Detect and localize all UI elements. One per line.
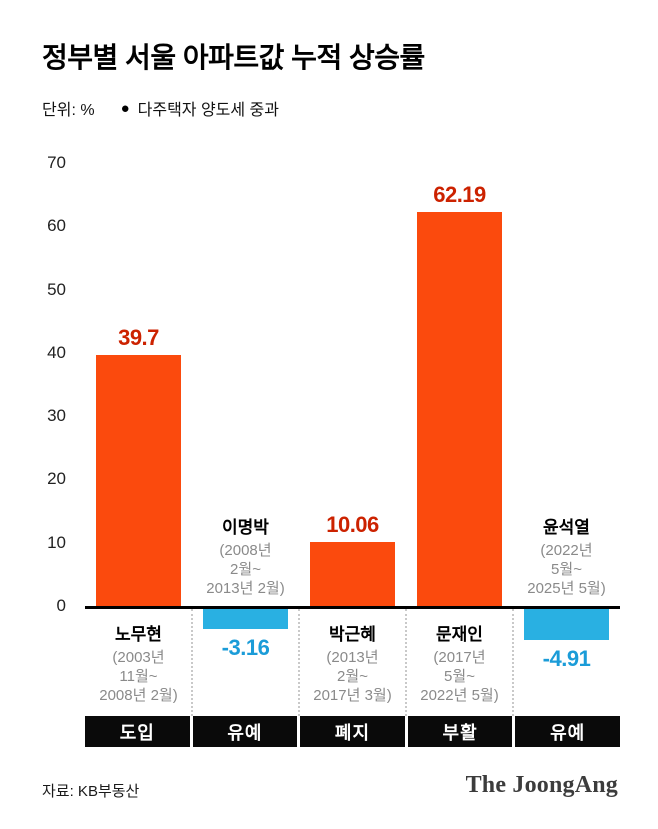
bar-value-label: 10.06 <box>326 512 379 537</box>
bar-value-label: -3.16 <box>221 635 270 660</box>
bar-positive <box>310 542 395 606</box>
y-axis-tick: 40 <box>47 342 66 362</box>
tax-status-banner: 도입 유예 폐지 부활 유예 <box>85 716 620 747</box>
term-line: (2013년 <box>326 649 379 666</box>
president-name: 박근혜 <box>329 625 376 644</box>
bar-value-label: -4.91 <box>542 646 591 671</box>
president-label: 문재인 (2017년 5월~ 2022년 5월) <box>406 620 513 705</box>
y-axis-tick: 60 <box>47 216 66 236</box>
term-line: 5월~ <box>444 668 475 685</box>
column-separator <box>512 609 514 716</box>
subtitle-row: 단위: % ● 다주택자 양도세 중과 <box>42 96 279 120</box>
joongang-logo: The JoongAng <box>465 772 618 798</box>
president-label: 윤석열 (2022년 5월~ 2025년 5월) <box>513 513 620 598</box>
bar-value-label: 62.19 <box>433 182 486 207</box>
y-axis-tick: 0 <box>56 596 66 615</box>
y-axis-tick: 70 <box>47 153 66 172</box>
unit-label: 단위: % <box>42 102 95 119</box>
column-separator <box>405 609 407 716</box>
legend-label: 다주택자 양도세 중과 <box>137 102 279 119</box>
president-label: 박근혜 (2013년 2월~ 2017년 3월) <box>299 620 406 705</box>
chart-column: 62.19 문재인 (2017년 5월~ 2022년 5월) <box>406 163 513 716</box>
column-separator <box>298 609 300 716</box>
president-label: 노무현 (2003년 11월~ 2008년 2월) <box>85 620 192 705</box>
bar-positive <box>417 212 502 606</box>
term-line: 2월~ <box>230 561 261 578</box>
term-line: (2003년 <box>112 649 165 666</box>
y-axis-tick: 50 <box>47 279 66 299</box>
term-line: 11월~ <box>119 668 158 685</box>
term-line: 2013년 2월) <box>206 580 285 597</box>
tax-status-cell: 도입 <box>85 716 190 747</box>
chart-column: -4.91 윤석열 (2022년 5월~ 2025년 5월) <box>513 163 620 716</box>
bar-positive <box>96 355 181 606</box>
term-line: 2017년 3월) <box>313 687 392 704</box>
page-title: 정부별 서울 아파트값 누적 상승률 <box>42 42 425 73</box>
tax-status-cell: 폐지 <box>300 716 405 747</box>
tax-status-cell: 부활 <box>407 716 513 747</box>
president-name: 이명박 <box>222 518 269 537</box>
plot-area: 39.7 노무현 (2003년 11월~ 2008년 2월) -3.16 이명박 (2008년… <box>85 163 620 716</box>
president-name: 문재인 <box>436 625 483 644</box>
y-axis: 0 10 20 30 40 50 60 70 <box>0 153 68 623</box>
legend-dot-icon: ● <box>120 99 130 117</box>
term-line: (2022년 <box>540 542 593 559</box>
chart-column: 10.06 박근혜 (2013년 2월~ 2017년 3월) <box>299 163 406 716</box>
bar-negative <box>203 609 288 629</box>
y-axis-tick: 20 <box>47 469 66 489</box>
term-line: 2022년 5월) <box>420 687 499 704</box>
president-name: 윤석열 <box>543 518 590 537</box>
chart-column: -3.16 이명박 (2008년 2월~ 2013년 2월) <box>192 163 299 716</box>
zero-baseline <box>85 606 620 609</box>
term-line: 2025년 5월) <box>527 580 606 597</box>
term-line: (2008년 <box>219 542 272 559</box>
term-line: 2008년 2월) <box>99 687 178 704</box>
y-axis-tick: 30 <box>47 406 66 426</box>
term-line: (2017년 <box>433 649 486 666</box>
tax-status-cell: 유예 <box>192 716 298 747</box>
bar-value-label: 39.7 <box>118 325 159 350</box>
column-separator <box>191 609 193 716</box>
president-label: 이명박 (2008년 2월~ 2013년 2월) <box>192 513 299 598</box>
y-axis-tick: 10 <box>47 532 66 552</box>
source-label: 자료: KB부동산 <box>42 783 140 800</box>
chart-column: 39.7 노무현 (2003년 11월~ 2008년 2월) <box>85 163 192 716</box>
term-line: 2월~ <box>337 668 368 685</box>
term-line: 5월~ <box>551 561 582 578</box>
bar-negative <box>524 609 609 640</box>
legend: ● 다주택자 양도세 중과 <box>121 96 279 120</box>
tax-status-cell: 유예 <box>515 716 620 747</box>
president-name: 노무현 <box>115 625 162 644</box>
